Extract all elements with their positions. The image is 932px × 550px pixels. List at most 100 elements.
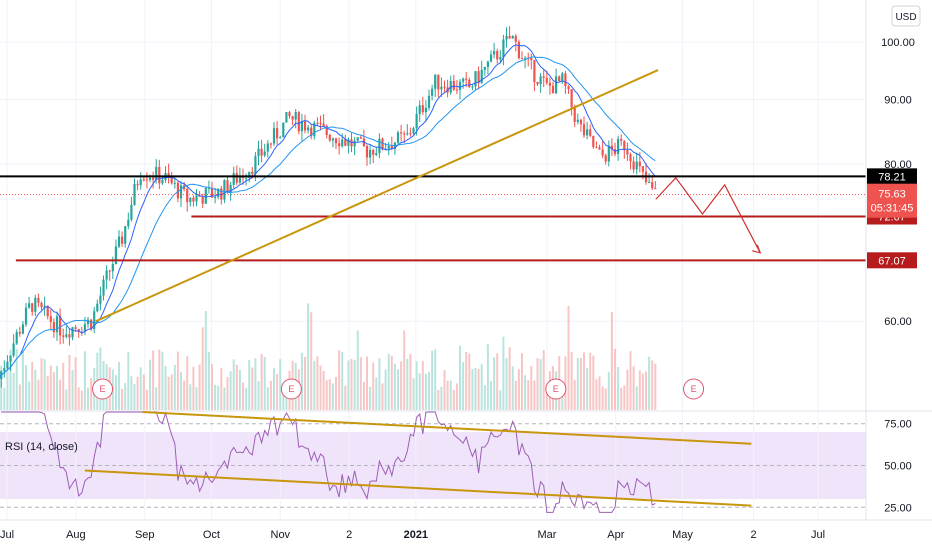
candle-body xyxy=(204,188,207,204)
candle-body xyxy=(533,60,536,82)
candle-body xyxy=(387,146,390,149)
rsi-trendlines[interactable] xyxy=(84,411,752,507)
candle-body xyxy=(124,226,127,244)
volume-bar xyxy=(480,364,483,410)
candle-body xyxy=(68,334,71,338)
candle-body xyxy=(418,105,421,115)
candle-body xyxy=(297,112,300,132)
countdown-label: 05:31:45 xyxy=(871,203,914,215)
volume-bar xyxy=(83,351,86,410)
volume-bar xyxy=(3,387,6,410)
volume-bar xyxy=(331,383,334,410)
candle-body xyxy=(629,154,632,162)
horizontal-levels[interactable] xyxy=(0,175,866,262)
candle-body xyxy=(499,57,502,60)
candle-body xyxy=(489,54,493,62)
volume-bar xyxy=(443,370,446,410)
rsi-tick-label: 75.00 xyxy=(884,419,912,431)
currency-badge[interactable] xyxy=(891,5,921,27)
volume-bar xyxy=(350,358,353,410)
rsi-pane[interactable]: RSI (14, close) xyxy=(0,411,866,519)
rsi-tick-label: 50.00 xyxy=(884,461,912,473)
candle-body xyxy=(471,86,474,88)
candle-body xyxy=(3,368,6,372)
volume-bar xyxy=(570,352,573,410)
candle-body xyxy=(496,50,499,60)
candle-body xyxy=(530,58,533,61)
candle-body xyxy=(161,179,164,184)
candle-body xyxy=(465,78,468,80)
volume-bar xyxy=(223,387,226,410)
volume-bar xyxy=(251,367,254,410)
candle-body xyxy=(381,138,384,150)
volume-bar xyxy=(604,388,607,410)
candle-body xyxy=(207,187,211,189)
candle-body xyxy=(220,188,223,200)
volume-bar xyxy=(601,386,604,410)
candle-body xyxy=(71,327,74,338)
volume-bar xyxy=(353,359,356,410)
candle-body xyxy=(570,89,573,108)
volume-bar xyxy=(226,376,229,410)
volume-bar xyxy=(468,353,471,410)
price-trendline[interactable] xyxy=(95,69,659,323)
candle-body xyxy=(179,185,183,199)
candle-body xyxy=(328,135,331,141)
projection-path[interactable] xyxy=(655,176,762,254)
volume-bar xyxy=(12,373,15,410)
volume-bar xyxy=(40,358,43,410)
volume-bar xyxy=(25,365,28,410)
volume-bar xyxy=(626,369,629,410)
volume-bar xyxy=(49,365,52,410)
candle-body xyxy=(229,184,232,193)
candle-body xyxy=(378,138,381,154)
candle-body xyxy=(300,121,304,132)
volume-bar xyxy=(645,371,648,410)
candle-body xyxy=(595,147,598,149)
candle-body xyxy=(24,307,28,325)
volume-bar xyxy=(623,385,626,410)
volume-bar xyxy=(428,371,431,410)
volume-bar xyxy=(359,357,362,410)
volume-bar xyxy=(260,353,263,410)
candle-body xyxy=(59,316,62,336)
rsi-title[interactable]: RSI (14, close) xyxy=(5,441,78,453)
candle-body xyxy=(480,69,483,84)
candle-body xyxy=(511,35,514,39)
volume-bar xyxy=(393,363,396,410)
volume-bar xyxy=(415,361,418,410)
candle-body xyxy=(344,139,347,146)
candle-body xyxy=(610,145,614,150)
volume-bar xyxy=(638,370,641,410)
volume-bar xyxy=(207,351,210,410)
candle-body xyxy=(217,188,220,198)
candle-body xyxy=(192,197,195,202)
candle-body xyxy=(269,143,273,145)
time-axis[interactable]: Jul Aug Sep Oct Nov 2 2021 Mar Apr May 2 Jul xyxy=(0,519,932,541)
volume-bar xyxy=(139,367,142,410)
candle-body xyxy=(641,166,645,172)
last-price-tag xyxy=(867,183,917,218)
last-price-label: 75.63 xyxy=(878,189,906,201)
candle-body xyxy=(288,112,291,117)
moving-averages xyxy=(0,44,656,378)
candle-body xyxy=(325,125,328,136)
volume-bars xyxy=(0,303,657,410)
volume-bar xyxy=(635,386,638,410)
earnings-marker xyxy=(545,378,567,400)
volume-bar xyxy=(18,384,21,410)
candle-body xyxy=(285,112,288,123)
candle-body xyxy=(158,166,161,184)
candle-body xyxy=(31,303,34,312)
volume-bar xyxy=(254,358,257,410)
candle-body xyxy=(145,179,149,181)
volume-bar xyxy=(614,348,617,410)
volume-bar xyxy=(595,379,598,410)
volume-bar xyxy=(130,376,133,410)
volume-bar xyxy=(545,384,548,410)
candle-body xyxy=(384,148,387,150)
